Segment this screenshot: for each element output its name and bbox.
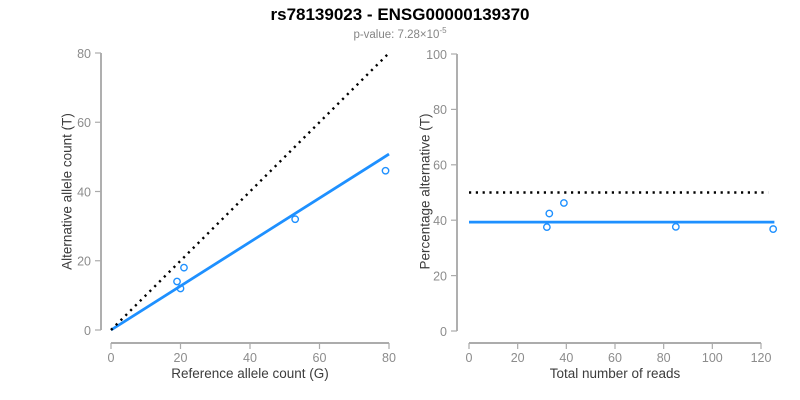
x-tick-label: 120 [751,351,772,365]
data-point [381,166,390,175]
identity-line [110,52,390,331]
data-point [545,209,554,218]
data-point [180,263,188,272]
y-tick-label: 0 [440,325,447,339]
x-tick-label: 20 [511,351,525,365]
x-tick-label: 0 [108,351,115,365]
allele-counts-panel: 0 20 40 60 80 0 20 40 60 80 [77,47,396,365]
y-tick-label: 80 [433,103,447,117]
p-value-text: p-value: 7.28×10 [353,28,440,41]
y-tick-label: 40 [77,185,91,199]
p-value-subtitle: p-value: 7.28×10-5 [0,26,800,41]
y-tick-label: 40 [433,214,447,228]
x-tick-label: 20 [174,351,188,365]
data-point [173,277,181,286]
y-tick-label: 60 [433,159,447,173]
right-x-axis-label: Total number of reads [549,366,681,381]
data-point [671,222,680,231]
data-point [560,199,568,207]
x-tick-label: 80 [657,351,671,365]
data-point [291,215,300,224]
right-y-axis-label: Percentage alternative (T) [417,113,433,270]
percentage-alternative-panel: 0 20 40 60 80 100 120 0 20 40 60 80 100 [426,48,778,365]
data-point [769,225,778,233]
x-tick-label: 100 [702,351,723,365]
data-point [176,284,185,293]
y-tick-label: 20 [433,269,447,283]
left-x-axis-label: Reference allele count (G) [171,366,329,381]
y-tick-label: 80 [77,47,91,61]
x-tick-label: 60 [313,351,327,365]
y-tick-label: 0 [84,324,91,338]
y-tick-label: 100 [426,48,447,62]
page-title: rs78139023 - ENSG00000139370 [270,5,530,24]
x-tick-label: 40 [559,351,573,365]
x-tick-label: 40 [243,351,257,365]
x-tick-label: 60 [608,351,622,365]
p-value-exponent: -5 [439,26,447,35]
y-tick-label: 20 [77,255,91,269]
x-tick-label: 80 [382,351,396,365]
data-point [542,223,551,232]
y-tick-label: 60 [77,116,91,130]
x-tick-label: 0 [466,351,473,365]
fit-line [110,152,390,332]
left-y-axis-label: Alternative allele count (T) [59,113,75,270]
